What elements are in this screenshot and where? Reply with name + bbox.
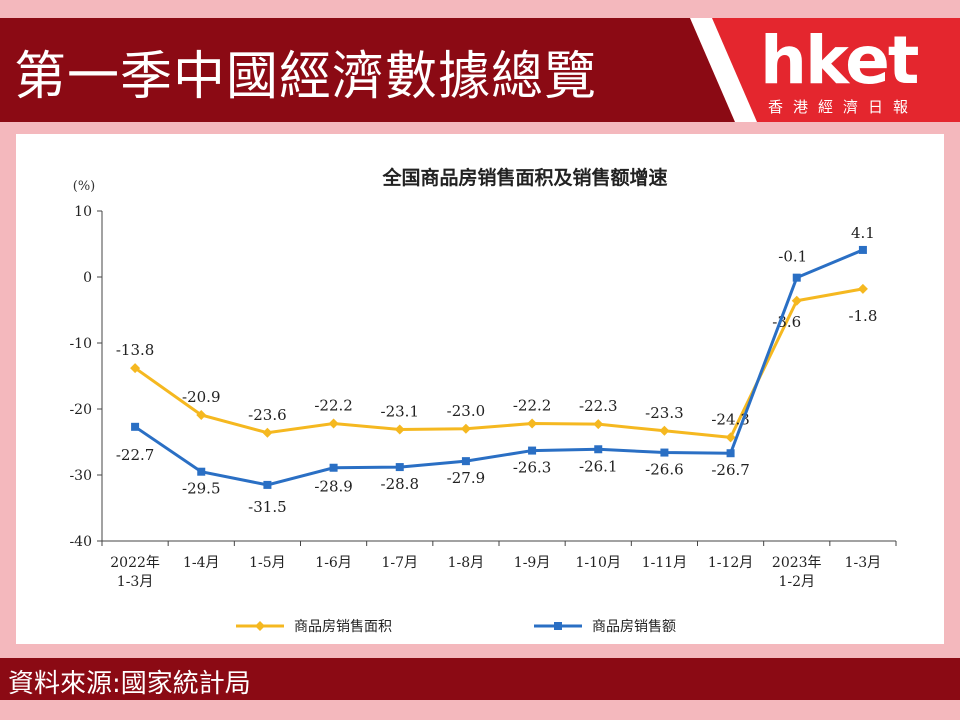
data-label: -22.3	[579, 397, 617, 415]
data-point-marker	[131, 422, 140, 431]
x-tick-label: 1-5月	[249, 555, 286, 571]
data-point-marker	[726, 449, 735, 458]
x-tick-label: 2022年	[110, 555, 160, 571]
x-tick-label: 1-8月	[448, 555, 485, 571]
chart-title: 全国商品房销售面积及销售额增速	[381, 166, 667, 189]
data-point-marker	[196, 409, 207, 420]
data-point-marker	[130, 363, 141, 374]
x-tick-label: 1-7月	[381, 555, 418, 571]
data-point-marker	[528, 446, 537, 455]
line-chart: 全国商品房销售面积及销售额增速 (%) 10 0 -10 -20 -30 -40 2022年 1-…	[69, 166, 897, 635]
data-point-marker	[527, 418, 538, 429]
data-label: -20.9	[182, 388, 220, 406]
data-label: -23.6	[248, 406, 286, 424]
data-point-marker	[395, 463, 404, 472]
data-label: -23.1	[381, 402, 419, 420]
data-label: -22.2	[314, 397, 352, 415]
data-label: -13.8	[116, 341, 154, 359]
source-bar	[0, 658, 960, 700]
y-tick-label: 0	[83, 270, 92, 286]
data-point-marker	[792, 273, 801, 282]
data-point-marker	[858, 245, 867, 254]
data-point-marker	[197, 467, 206, 476]
data-point-marker	[725, 432, 736, 443]
legend-label: 商品房销售额	[592, 619, 676, 635]
data-label: -23.3	[645, 404, 683, 422]
x-tick-label: 1-4月	[183, 555, 220, 571]
data-label: -26.1	[579, 457, 617, 475]
series-line-sales-amount	[134, 248, 864, 487]
x-tick-label: 1-3月	[117, 574, 154, 590]
x-tick-label: 1-10月	[576, 555, 621, 571]
data-point-marker	[659, 425, 670, 436]
data-label: -23.0	[447, 402, 485, 420]
data-label: -28.9	[314, 478, 352, 496]
data-point-marker	[460, 423, 471, 434]
data-label: -28.8	[381, 475, 419, 493]
x-tick-label: 1-3月	[845, 555, 882, 571]
y-tick-label: -30	[69, 468, 92, 484]
legend-label: 商品房销售面积	[294, 619, 392, 635]
data-point-marker	[594, 445, 603, 454]
source-text: 資料來源:國家統計局	[8, 669, 251, 699]
data-point-marker	[263, 480, 272, 489]
data-label: -27.9	[447, 469, 485, 487]
y-tick-label: -20	[69, 402, 92, 418]
x-tick-label: 2023年	[772, 555, 822, 571]
data-label: -31.5	[248, 498, 286, 516]
data-label: -26.3	[513, 459, 551, 477]
hket-logo-subtitle: 香港經濟日報	[768, 98, 919, 116]
y-tick-label: -10	[69, 336, 92, 352]
x-tick-label: 1-6月	[315, 555, 352, 571]
data-label: -26.7	[711, 461, 749, 479]
x-tick-label: 1-11月	[642, 555, 687, 571]
page-title: 第一季中國經濟數據總覽	[14, 47, 598, 107]
data-point-marker	[328, 418, 339, 429]
data-point-marker	[461, 457, 470, 466]
legend-swatch-marker	[554, 622, 562, 630]
data-label: -1.8	[848, 307, 877, 325]
data-point-marker	[394, 424, 405, 435]
y-tick-label: 10	[74, 204, 92, 220]
data-label: -22.2	[513, 397, 551, 415]
data-point-marker	[262, 427, 273, 438]
x-tick-label: 1-12月	[708, 555, 753, 571]
chart-panel: 全国商品房销售面积及销售额增速 (%) 10 0 -10 -20 -30 -40 2022年 1-…	[16, 134, 944, 644]
data-point-marker	[857, 283, 868, 294]
data-point-marker	[329, 463, 338, 472]
y-tick-label: -40	[69, 534, 92, 550]
x-tick-label: 1-2月	[778, 574, 815, 590]
y-axis-unit: (%)	[73, 179, 96, 194]
data-label: -0.1	[778, 248, 807, 266]
logo-background	[690, 18, 960, 122]
data-point-marker	[593, 419, 604, 430]
data-label: -26.6	[645, 461, 683, 479]
data-point-marker	[791, 295, 802, 306]
data-label: 4.1	[851, 224, 875, 242]
legend-swatch-marker	[255, 621, 265, 631]
data-label: -29.5	[182, 480, 220, 498]
top-strip	[0, 0, 960, 18]
hket-logo: hket	[760, 22, 919, 99]
data-point-marker	[660, 448, 669, 457]
data-label: -22.7	[116, 446, 154, 464]
bottom-strip	[0, 700, 960, 720]
series-line-sales-area	[134, 287, 864, 439]
x-tick-label: 1-9月	[514, 555, 551, 571]
